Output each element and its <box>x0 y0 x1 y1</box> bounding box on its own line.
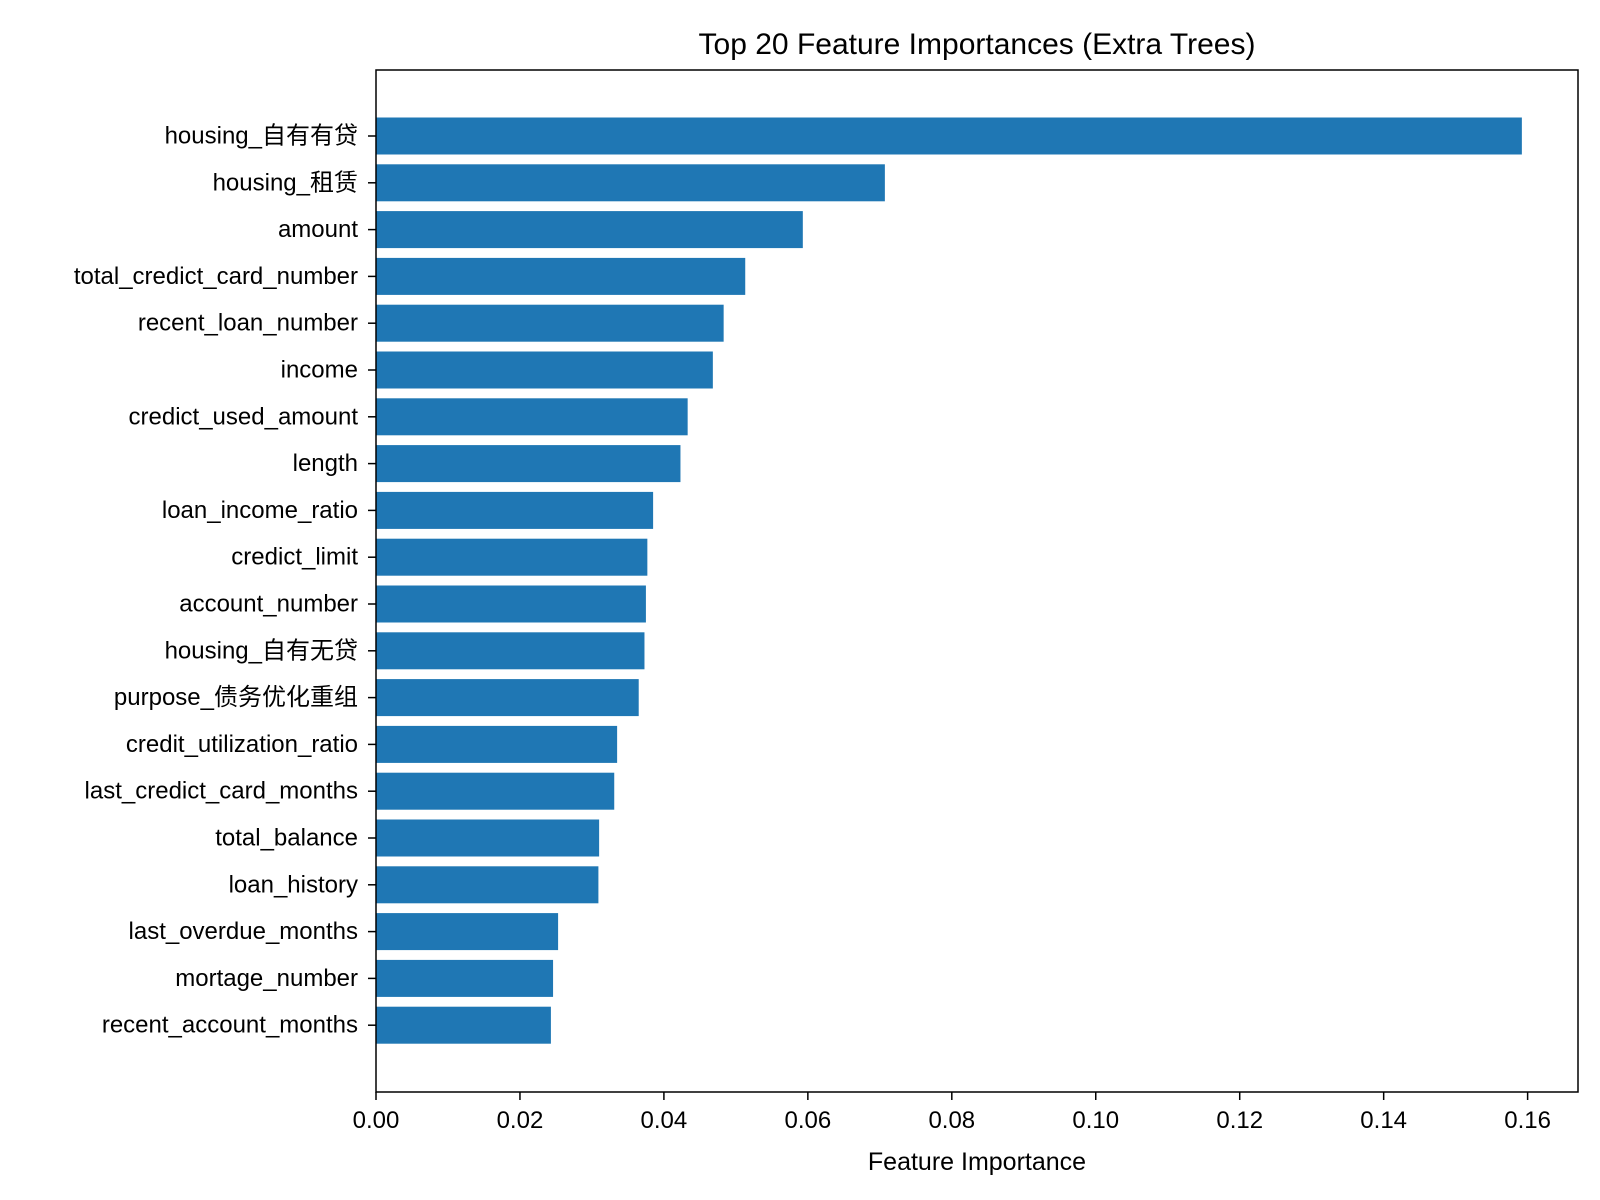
bar-19 <box>376 1006 551 1044</box>
x-tick-label-8: 0.16 <box>1504 1107 1551 1134</box>
bar-11 <box>376 632 645 670</box>
category-label-17: last_overdue_months <box>129 918 358 945</box>
bar-8 <box>376 491 654 529</box>
category-label-2: amount <box>278 216 358 243</box>
bar-12 <box>376 679 639 717</box>
bar-2 <box>376 211 803 249</box>
x-axis: 0.00 0.02 0.04 0.06 0.08 0.10 0.12 0.14 0.16 <box>353 1092 1551 1134</box>
category-label-0: housing_自有有贷 <box>165 123 358 150</box>
x-tick-label-7: 0.14 <box>1360 1107 1407 1134</box>
category-label-15: total_balance <box>215 825 358 852</box>
bar-10 <box>376 585 646 623</box>
bar-4 <box>376 304 724 342</box>
category-label-7: length <box>293 450 358 477</box>
category-label-19: recent_account_months <box>102 1012 358 1039</box>
x-tick-label-3: 0.06 <box>784 1107 831 1134</box>
bar-15 <box>376 819 600 857</box>
bar-17 <box>376 913 559 951</box>
category-label-18: mortage_number <box>175 965 358 992</box>
bar-6 <box>376 398 688 436</box>
x-tick-label-4: 0.08 <box>928 1107 975 1134</box>
x-tick-label-1: 0.02 <box>497 1107 544 1134</box>
bar-18 <box>376 959 554 997</box>
category-label-11: housing_自有无贷 <box>165 637 358 664</box>
category-label-8: loan_income_ratio <box>162 497 358 524</box>
category-label-4: recent_loan_number <box>138 310 358 337</box>
plot-frame <box>375 69 1579 1093</box>
category-label-1: housing_租赁 <box>213 169 358 196</box>
bar-13 <box>376 725 618 763</box>
x-tick-label-2: 0.04 <box>641 1107 688 1134</box>
bar-16 <box>376 866 599 904</box>
bar-9 <box>376 538 648 576</box>
x-tick-label-6: 0.12 <box>1216 1107 1263 1134</box>
category-label-12: purpose_债务优化重组 <box>114 684 358 711</box>
category-label-9: credict_limit <box>231 544 358 571</box>
category-label-5: income <box>281 357 358 384</box>
bar-3 <box>376 257 746 295</box>
x-tick-label-5: 0.10 <box>1072 1107 1119 1134</box>
bar-7 <box>376 445 681 483</box>
bar-1 <box>376 164 885 202</box>
category-label-14: last_credict_card_months <box>85 778 358 805</box>
bar-5 <box>376 351 713 389</box>
bar-14 <box>376 772 615 810</box>
bar-0 <box>376 117 1522 155</box>
category-label-3: total_credict_card_number <box>74 263 358 290</box>
category-label-10: account_number <box>179 591 358 618</box>
x-axis-label: Feature Importance <box>868 1148 1086 1176</box>
chart-title: Top 20 Feature Importances (Extra Trees) <box>699 28 1256 61</box>
bars-group <box>376 117 1522 1044</box>
category-label-13: credit_utilization_ratio <box>126 731 358 758</box>
category-label-16: loan_history <box>229 871 358 898</box>
x-tick-label-0: 0.00 <box>353 1107 400 1134</box>
category-label-6: credict_used_amount <box>129 403 359 430</box>
